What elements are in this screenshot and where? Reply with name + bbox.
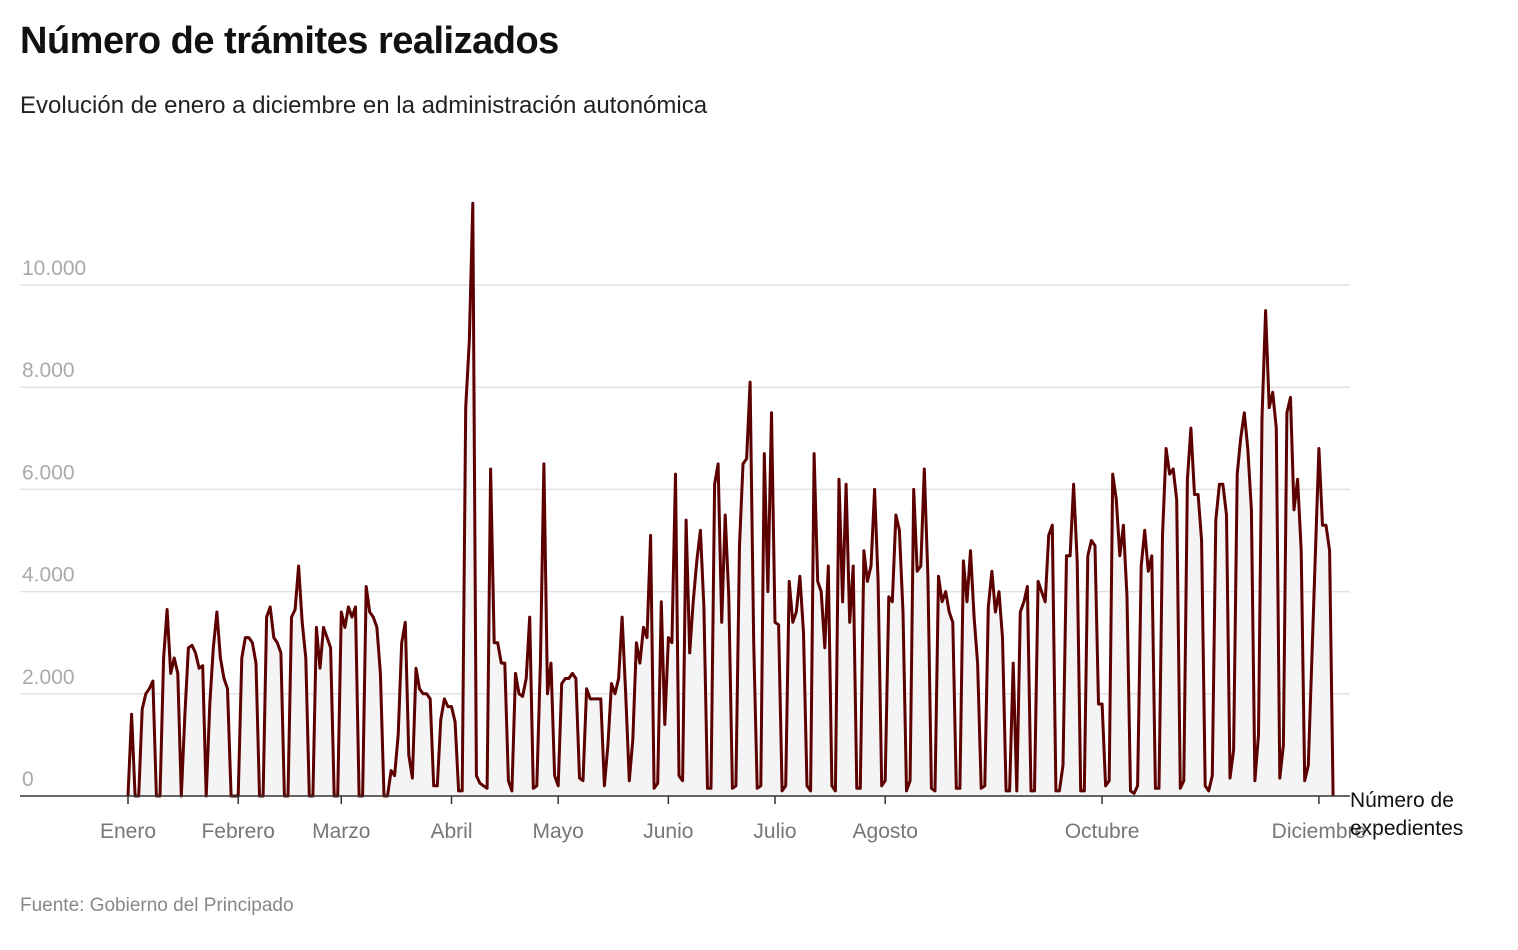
x-tick-label: Agosto [853,820,918,843]
x-tick-label: Febrero [201,820,275,843]
y-tick-label: 0 [22,768,34,791]
series-label: Número de expedientes [1350,789,1464,840]
y-tick-label: 6.000 [22,461,75,484]
y-tick-label: 8.000 [22,359,75,382]
x-tick-label: Octubre [1065,820,1140,843]
series-line [126,201,1335,798]
x-tick-label: Mayo [532,820,583,843]
y-tick-label: 10.000 [22,257,86,280]
y-tick-label: 4.000 [22,564,75,587]
x-tick-label: Abril [430,820,472,843]
series-area [128,203,1334,796]
chart-title: Número de trámites realizados [20,20,559,62]
y-tick-label: 2.000 [22,666,75,689]
source-note: Fuente: Gobierno del Principado [20,895,294,916]
x-tick-label: Marzo [312,820,370,843]
chart-subtitle: Evolución de enero a diciembre en la adm… [20,92,708,119]
x-tick-label: Enero [100,820,156,843]
x-tick-label: Julio [753,820,796,843]
x-tick-label: Junio [643,820,693,843]
x-tick-label: Diciembre [1272,820,1367,843]
